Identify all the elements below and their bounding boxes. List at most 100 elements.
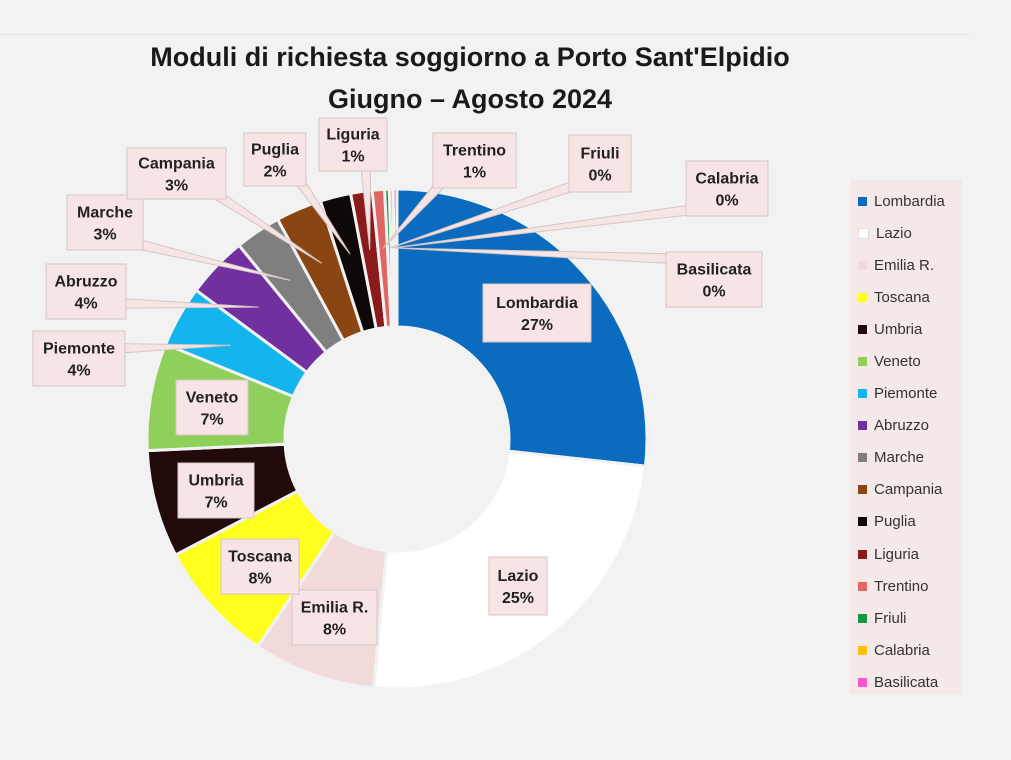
legend-item-veneto: Veneto bbox=[850, 345, 962, 377]
data-label-category: Friuli bbox=[580, 146, 619, 163]
data-label-percent: 4% bbox=[74, 296, 97, 313]
legend-swatch bbox=[858, 581, 867, 591]
data-label-category: Toscana bbox=[228, 549, 292, 566]
data-label-box bbox=[45, 263, 127, 320]
data-label-box bbox=[568, 134, 632, 193]
legend-item-lombardia: Lombardia bbox=[850, 185, 962, 217]
legend-label: Piemonte bbox=[874, 385, 938, 403]
data-label-box bbox=[488, 556, 548, 616]
data-label-basilicata: Basilicata 0% bbox=[665, 251, 763, 308]
legend-label: Marche bbox=[874, 449, 925, 467]
data-label-percent: 7% bbox=[204, 495, 227, 512]
data-label-box bbox=[177, 462, 255, 519]
chart-legend: Lombardia Lazio Emilia R. Toscana Umbria Vene… bbox=[850, 180, 962, 694]
legend-label: Liguria bbox=[874, 545, 920, 563]
legend-item-toscana: Toscana bbox=[850, 281, 962, 313]
legend-swatch bbox=[858, 453, 867, 463]
data-label-liguria: Liguria 1% bbox=[318, 117, 388, 172]
data-label-box bbox=[175, 379, 249, 436]
legend-label: Emilia R. bbox=[874, 256, 935, 274]
top-divider-line bbox=[0, 34, 970, 35]
data-label-percent: 7% bbox=[200, 412, 223, 429]
legend-swatch bbox=[858, 196, 867, 206]
legend-item-friuli: Friuli bbox=[850, 602, 962, 634]
data-label-percent: 25% bbox=[502, 590, 534, 607]
data-label-percent: 1% bbox=[341, 149, 364, 166]
data-label-percent: 2% bbox=[263, 164, 286, 181]
legend-label: Toscana bbox=[874, 288, 930, 306]
data-label-marche: Marche 3% bbox=[66, 194, 144, 251]
data-label-trentino: Trentino 1% bbox=[432, 132, 517, 189]
legend-item-abruzzo: Abruzzo bbox=[850, 410, 962, 442]
legend-label: Puglia bbox=[874, 513, 916, 531]
data-label-category: Puglia bbox=[251, 142, 299, 159]
data-label-percent: 4% bbox=[67, 363, 90, 380]
data-label-category: Lazio bbox=[498, 568, 539, 585]
legend-item-puglia: Puglia bbox=[850, 506, 962, 538]
data-label-lazio: Lazio 25% bbox=[488, 556, 548, 616]
data-label-box bbox=[243, 132, 307, 187]
legend-swatch bbox=[858, 260, 867, 270]
data-label-category: Emilia R. bbox=[301, 600, 369, 617]
data-label-umbria: Umbria 7% bbox=[177, 462, 255, 519]
data-label-percent: 1% bbox=[463, 165, 486, 182]
legend-item-campania: Campania bbox=[850, 474, 962, 506]
legend-item-marche: Marche bbox=[850, 442, 962, 474]
legend-item-calabria: Calabria bbox=[850, 634, 962, 666]
legend-label: Umbria bbox=[874, 320, 923, 338]
legend-swatch bbox=[858, 613, 867, 623]
slice-basilicata bbox=[391, 187, 399, 329]
data-label-category: Calabria bbox=[695, 171, 758, 188]
data-label-category: Piemonte bbox=[43, 341, 115, 358]
data-label-box bbox=[432, 132, 517, 189]
data-label-category: Veneto bbox=[186, 390, 239, 407]
legend-item-lazio: Lazio bbox=[850, 217, 962, 249]
data-label-category: Trentino bbox=[443, 143, 506, 160]
legend-swatch bbox=[858, 389, 867, 399]
data-label-box bbox=[66, 194, 144, 251]
data-label-category: Campania bbox=[138, 156, 215, 173]
data-label-box bbox=[291, 589, 378, 646]
data-label-calabria: Calabria 0% bbox=[685, 160, 769, 217]
legend-label: Veneto bbox=[874, 353, 921, 371]
legend-swatch bbox=[858, 357, 867, 367]
data-label-lombardia: Lombardia 27% bbox=[482, 283, 592, 343]
legend-label: Calabria bbox=[874, 641, 930, 659]
legend-label: Campania bbox=[874, 481, 943, 499]
data-label-category: Basilicata bbox=[677, 262, 752, 279]
data-label-category: Abruzzo bbox=[54, 274, 117, 291]
legend-swatch bbox=[858, 421, 867, 431]
data-label-percent: 8% bbox=[323, 622, 346, 639]
data-label-box bbox=[482, 283, 592, 343]
legend-swatch bbox=[858, 324, 867, 334]
legend-item-umbria: Umbria bbox=[850, 313, 962, 345]
legend-label: Lombardia bbox=[874, 192, 945, 210]
data-label-percent: 0% bbox=[702, 284, 725, 301]
legend-swatch bbox=[858, 677, 867, 687]
data-label-box bbox=[32, 330, 126, 387]
data-label-emilia-r: Emilia R. 8% bbox=[291, 589, 378, 646]
legend-swatch bbox=[858, 485, 867, 495]
data-label-friuli: Friuli 0% bbox=[568, 134, 632, 193]
legend-swatch bbox=[858, 292, 867, 302]
chart-title-line-2: Giugno – Agosto 2024 bbox=[327, 84, 613, 114]
chart-title: Moduli di richiesta soggiorno a Porto Sa… bbox=[40, 36, 900, 120]
data-label-box bbox=[318, 117, 388, 172]
legend-item-piemonte: Piemonte bbox=[850, 378, 962, 410]
legend-item-trentino: Trentino bbox=[850, 570, 962, 602]
data-label-campania: Campania 3% bbox=[126, 147, 227, 200]
legend-swatch bbox=[858, 227, 869, 239]
data-label-box bbox=[220, 538, 300, 595]
data-label-category: Umbria bbox=[188, 473, 243, 490]
legend-label: Friuli bbox=[874, 609, 907, 627]
data-label-percent: 8% bbox=[248, 571, 271, 588]
data-label-category: Marche bbox=[77, 205, 133, 222]
legend-item-emilia-r: Emilia R. bbox=[850, 249, 962, 281]
legend-item-liguria: Liguria bbox=[850, 538, 962, 570]
legend-label: Basilicata bbox=[874, 673, 939, 691]
legend-swatch bbox=[858, 549, 867, 559]
data-label-abruzzo: Abruzzo 4% bbox=[45, 263, 127, 320]
data-label-box bbox=[665, 251, 763, 308]
data-label-percent: 3% bbox=[93, 227, 116, 244]
